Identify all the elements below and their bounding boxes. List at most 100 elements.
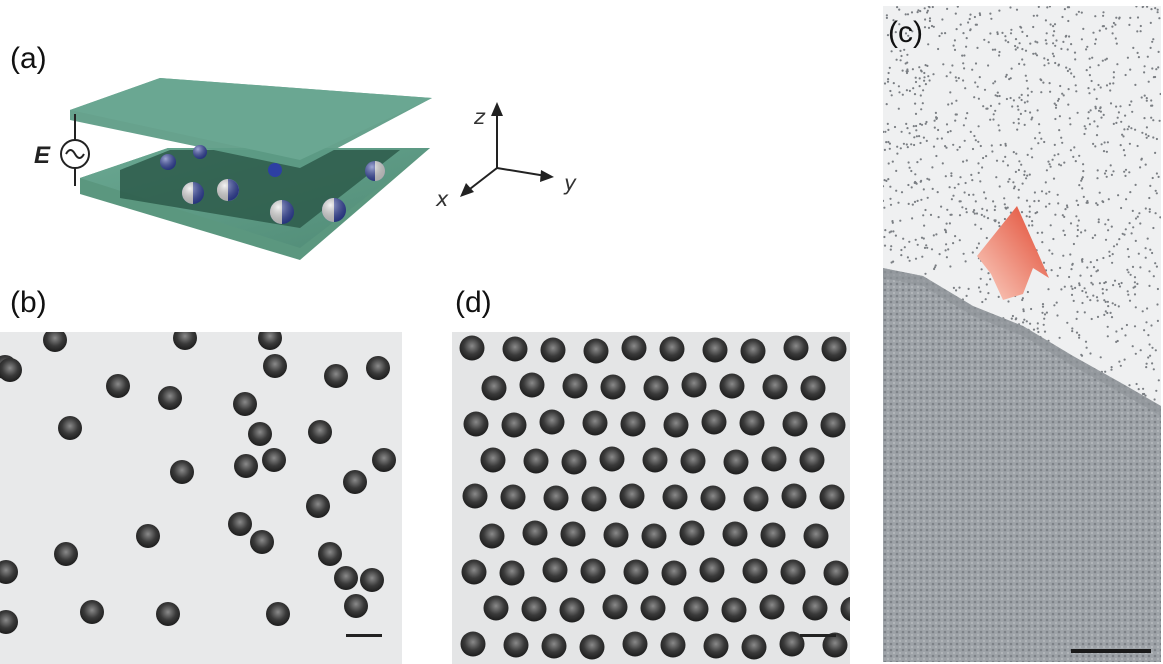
particle: [1018, 96, 1021, 99]
particle: [802, 595, 828, 621]
particle: [1021, 30, 1024, 33]
particle: [920, 108, 923, 111]
particle: [460, 631, 486, 657]
particle: [1102, 14, 1105, 17]
particle: [979, 290, 982, 293]
panel-c-label: (c): [888, 16, 923, 49]
particle: [1021, 297, 1024, 300]
particle: [1006, 164, 1009, 167]
particle: [1101, 292, 1104, 295]
particle: [579, 634, 605, 660]
particle: [927, 26, 931, 29]
particle: [1099, 356, 1102, 359]
particle: [0, 610, 18, 634]
particle: [945, 222, 948, 225]
particle: [971, 251, 974, 254]
particle: [999, 143, 1002, 147]
particle: [949, 91, 952, 94]
particle: [937, 216, 940, 219]
particle: [949, 265, 952, 268]
particle: [522, 520, 548, 546]
particle: [910, 143, 913, 146]
particle: [1059, 84, 1062, 88]
particle: [907, 202, 910, 205]
particle: [1116, 339, 1119, 343]
particle: [918, 77, 921, 80]
particle: [1087, 87, 1090, 90]
particle: [1155, 68, 1158, 71]
particle: [1044, 19, 1047, 22]
particle: [1154, 262, 1157, 265]
particle: [955, 289, 958, 292]
particle: [1017, 122, 1020, 125]
particle: [915, 135, 918, 138]
particle: [1085, 69, 1088, 72]
particle: [599, 446, 625, 472]
particle: [1112, 170, 1115, 173]
particle: [996, 91, 999, 94]
particle: [912, 125, 915, 128]
particle: [1052, 42, 1055, 45]
particle: [992, 82, 995, 85]
particle: [887, 162, 890, 165]
particle: [925, 244, 928, 247]
field-label-e: E: [34, 142, 51, 169]
particle: [1048, 163, 1051, 166]
particle: [1028, 205, 1031, 208]
particle: [43, 332, 67, 352]
particle: [885, 103, 888, 106]
particle: [1063, 8, 1066, 11]
particle: [900, 28, 903, 31]
particle: [1112, 71, 1115, 74]
particle: [971, 179, 974, 182]
particle: [1010, 317, 1013, 320]
particle: [1145, 136, 1148, 139]
particle: [925, 120, 928, 124]
particle: [1119, 144, 1122, 147]
particle: [1092, 266, 1096, 269]
particle: [964, 87, 967, 90]
particle: [1025, 177, 1028, 180]
particle: [996, 95, 999, 98]
particle: [900, 248, 903, 252]
particle: [1066, 321, 1069, 324]
particle: [1075, 90, 1078, 93]
sparse-particles: [883, 6, 1161, 401]
particle: [985, 209, 989, 212]
particle: [1085, 346, 1088, 349]
particle: [1029, 111, 1032, 114]
particle: [1011, 314, 1014, 318]
particle: [895, 189, 898, 192]
particle: [759, 594, 785, 620]
particle: [1134, 128, 1137, 131]
particle: [962, 79, 965, 82]
particle: [918, 85, 921, 88]
particle: [1022, 321, 1025, 324]
particle: [1071, 287, 1074, 290]
particle: [600, 374, 626, 400]
particle: [1052, 55, 1055, 58]
particle: [1081, 260, 1084, 263]
particle: [136, 524, 160, 548]
particle: [950, 172, 953, 175]
particle: [1159, 216, 1161, 219]
particle: [1108, 82, 1112, 85]
particle: [1148, 210, 1151, 213]
particle: [895, 58, 898, 61]
particle: [1043, 57, 1046, 60]
particle: [1094, 107, 1097, 110]
particle: [1081, 301, 1084, 305]
particle: [918, 66, 921, 69]
particle: [1117, 305, 1120, 308]
particle: [1057, 202, 1060, 205]
scale-bar: [800, 634, 836, 637]
particle: [1031, 224, 1034, 227]
particle: [997, 124, 1000, 127]
particle: [933, 267, 936, 271]
particle: [1054, 213, 1057, 216]
panel-b-label: (b): [10, 286, 47, 319]
particle: [1077, 219, 1080, 222]
scale-bar: [1071, 649, 1151, 653]
particle: [1034, 52, 1037, 55]
particle: [170, 460, 194, 484]
